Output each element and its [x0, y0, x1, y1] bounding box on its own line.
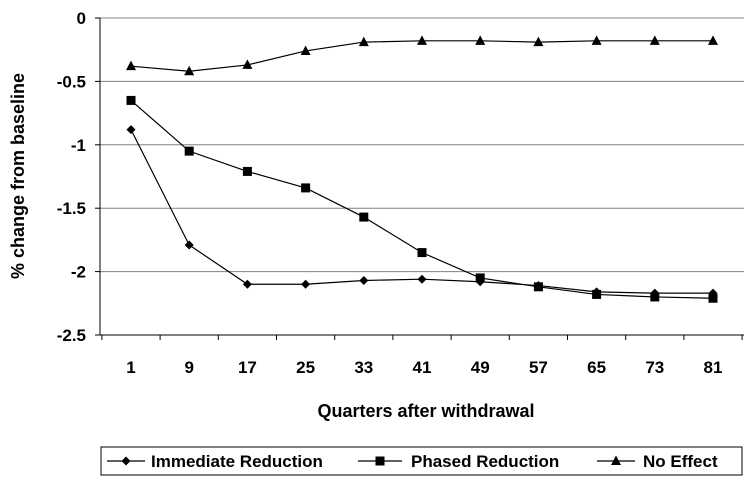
data-point — [650, 292, 660, 302]
data-point — [417, 274, 427, 284]
x-tick-label: 9 — [184, 358, 193, 377]
data-point — [417, 248, 427, 258]
legend-box — [100, 446, 743, 476]
data-point — [301, 183, 311, 193]
data-point — [184, 240, 194, 250]
y-tick-label: -2 — [71, 263, 86, 282]
data-point — [708, 35, 718, 45]
data-point — [708, 293, 718, 303]
data-point — [126, 125, 136, 135]
series-line — [130, 129, 713, 294]
x-axis-title: Quarters after withdrawal — [317, 401, 534, 421]
gridlines — [100, 17, 744, 273]
data-point — [358, 36, 369, 47]
x-tick-label: 41 — [413, 358, 432, 377]
data-point — [126, 95, 136, 105]
series-line — [130, 40, 713, 72]
legend-label: No Effect — [643, 452, 718, 471]
x-tick-label: 17 — [238, 358, 257, 377]
data-point — [359, 275, 369, 285]
x-tick-label: 81 — [704, 358, 723, 377]
data-point — [242, 59, 253, 69]
data-point — [417, 35, 427, 45]
legend-item-immediate-reduction: Immediate Reduction — [107, 452, 323, 471]
y-tick-labels: 0 -0.5 -1 -1.5 -2 -2.5 — [57, 9, 86, 345]
data-point — [300, 45, 311, 55]
series-lines — [126, 35, 718, 303]
x-tick-label: 33 — [354, 358, 373, 377]
data-point — [301, 279, 311, 289]
y-tick-label: -2.5 — [57, 326, 86, 345]
data-point — [533, 36, 544, 47]
legend: Immediate Reduction Phased Reduction No Ef… — [100, 446, 743, 476]
data-point — [533, 282, 543, 292]
x-tick-label: 57 — [529, 358, 548, 377]
data-point — [242, 279, 252, 289]
data-point — [184, 146, 194, 156]
x-tick-label: 25 — [296, 358, 315, 377]
axes — [95, 17, 744, 340]
legend-item-phased-reduction: Phased Reduction — [358, 452, 559, 471]
legend-item-no-effect: No Effect — [597, 452, 718, 471]
x-tick-label: 1 — [126, 358, 135, 377]
x-tick-labels: 1 9 17 25 33 41 49 57 65 73 81 — [126, 358, 722, 377]
data-point — [649, 35, 660, 45]
y-tick-label: -1 — [71, 136, 86, 155]
series-line — [130, 99, 714, 299]
legend-marker — [375, 456, 385, 466]
series-phased-reduction — [126, 95, 718, 303]
data-point — [592, 289, 602, 299]
data-point — [475, 35, 486, 45]
y-axis-title: % change from baseline — [8, 73, 28, 279]
legend-marker — [121, 456, 131, 466]
x-tick-label: 49 — [471, 358, 490, 377]
y-tick-label: 0 — [77, 9, 86, 28]
x-tick-label: 65 — [587, 358, 606, 377]
y-tick-label: -1.5 — [57, 199, 86, 218]
y-tick-label: -0.5 — [57, 72, 86, 91]
legend-label: Immediate Reduction — [151, 452, 323, 471]
data-point — [242, 166, 252, 176]
legend-marker — [611, 455, 621, 465]
data-point — [359, 212, 369, 222]
data-point — [126, 60, 136, 71]
data-point — [475, 273, 485, 283]
data-point — [184, 65, 195, 76]
legend-label: Phased Reduction — [411, 452, 559, 471]
x-tick-label: 73 — [645, 358, 664, 377]
series-no-effect — [126, 35, 718, 76]
data-point — [591, 35, 602, 45]
